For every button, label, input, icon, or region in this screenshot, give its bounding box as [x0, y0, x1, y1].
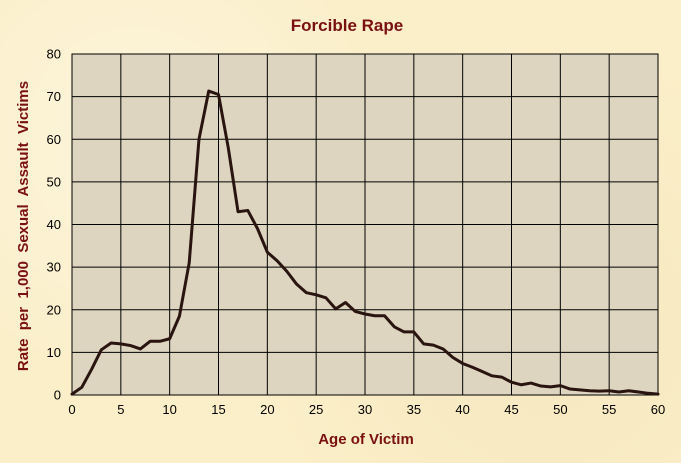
y-tick-label: 20 — [47, 302, 61, 317]
x-tick-label: 20 — [260, 402, 274, 417]
tick-labels: 0 5 10 15 20 25 30 35 40 45 50 55 60 0 10 20 30 40 50 60 70 8… — [47, 47, 666, 418]
y-tick-label: 0 — [54, 388, 61, 403]
x-tick-label: 50 — [553, 402, 567, 417]
x-tick-label: 40 — [455, 402, 469, 417]
x-tick-label: 25 — [309, 402, 323, 417]
y-tick-label: 40 — [47, 217, 61, 232]
y-tick-label: 80 — [47, 47, 61, 62]
y-tick-label: 70 — [47, 89, 61, 104]
x-tick-label: 5 — [117, 402, 124, 417]
x-tick-label: 10 — [162, 402, 176, 417]
chart-title: Forcible Rape — [291, 16, 403, 35]
x-tick-label: 60 — [651, 402, 665, 417]
y-tick-label: 60 — [47, 132, 61, 147]
x-tick-label: 0 — [68, 402, 75, 417]
x-tick-label: 35 — [407, 402, 421, 417]
y-tick-label: 30 — [47, 260, 61, 275]
y-axis-label: Rate per 1,000 Sexual Assault Victims — [15, 81, 32, 371]
series-line — [70, 89, 660, 396]
x-tick-label: 30 — [358, 402, 372, 417]
y-tick-label: 10 — [47, 345, 61, 360]
x-tick-label: 55 — [602, 402, 616, 417]
x-tick-label: 45 — [504, 402, 518, 417]
grid-lines — [71, 53, 659, 396]
y-tick-label: 50 — [47, 174, 61, 189]
x-axis-label: Age of Victim — [318, 431, 414, 448]
x-tick-label: 15 — [211, 402, 225, 417]
